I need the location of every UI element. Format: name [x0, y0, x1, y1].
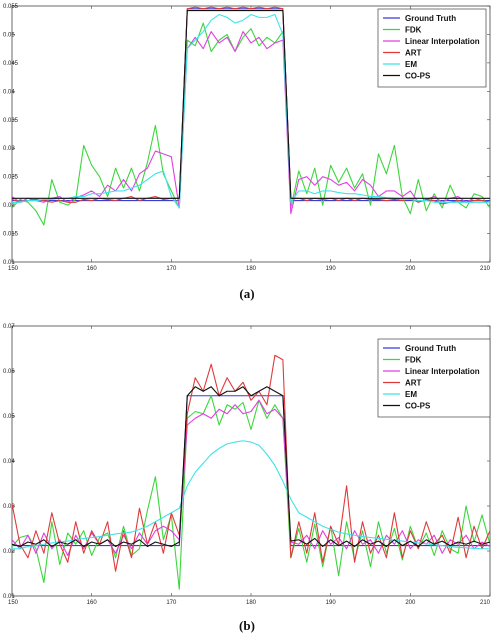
legend: Ground Truth FDK Linear Interpolation ART EM…	[377, 338, 491, 418]
y-tick-label: 0.04	[3, 89, 15, 95]
y-tick-label: 0.04	[3, 459, 15, 465]
x-tick-label: 170	[166, 600, 177, 606]
series-line-fdk	[12, 395, 490, 590]
y-tick-label: 0.01	[3, 260, 15, 266]
panel-caption: (a)	[239, 286, 254, 301]
series-line-linear-interpolation	[12, 31, 490, 215]
y-tick-label: 0.045	[3, 61, 19, 67]
y-tick-label: 0.055	[3, 4, 19, 10]
series-group	[12, 354, 490, 590]
legend-label-co-ps: CO-PS	[405, 72, 431, 81]
x-tick-label: 210	[480, 600, 491, 606]
legend-label-fdk: FDK	[405, 26, 422, 35]
series-line-co-ps	[12, 10, 490, 199]
legend-label-fdk: FDK	[405, 356, 422, 365]
legend-label-em: EM	[405, 60, 417, 69]
series-line-em	[12, 440, 490, 550]
y-tick-label: 0.02	[3, 203, 15, 209]
y-tick-label: 0.06	[3, 369, 15, 375]
x-tick-label: 170	[166, 266, 177, 272]
series-line-linear-interpolation	[12, 399, 490, 557]
legend: Ground Truth FDK Linear Interpolation ART EM…	[377, 8, 487, 88]
legend-label-ground-truth: Ground Truth	[405, 14, 456, 23]
y-tick-label: 0.03	[3, 146, 15, 152]
y-tick-label: 0.01	[3, 594, 15, 600]
panel-caption: (b)	[239, 618, 255, 633]
chart-panel-a: 150 160 170 180 190 200 210 0.01 0.015 0.02 0.025 0…	[3, 4, 491, 301]
x-tick-label: 200	[405, 600, 416, 606]
y-tick-label: 0.03	[3, 504, 15, 510]
legend-label-linear-interpolation: Linear Interpolation	[405, 367, 480, 376]
y-tick-label: 0.015	[3, 232, 19, 238]
y-tick-label: 0.05	[3, 414, 15, 420]
y-tick-label: 0.07	[3, 324, 15, 330]
x-tick-label: 180	[246, 600, 257, 606]
x-tick-label: 210	[480, 266, 491, 272]
x-tick-label: 190	[326, 266, 337, 272]
x-tick-label: 160	[87, 600, 98, 606]
legend-box	[377, 338, 491, 418]
y-tick-label: 0.02	[3, 549, 15, 555]
legend-label-ground-truth: Ground Truth	[405, 344, 456, 353]
legend-label-em: EM	[405, 390, 417, 399]
legend-box	[377, 8, 487, 88]
series-group	[12, 6, 490, 226]
series-line-art	[12, 354, 490, 572]
x-tick-label: 190	[326, 600, 337, 606]
legend-label-art: ART	[405, 379, 422, 388]
y-tick-label: 0.05	[3, 32, 15, 38]
series-line-em	[12, 13, 490, 209]
chart-panel-b: 150 160 170 180 190 200 210 0.01 0.02 0.03 0.04 0.0…	[3, 324, 491, 633]
x-tick-label: 150	[8, 266, 19, 272]
legend-label-co-ps: CO-PS	[405, 402, 431, 411]
y-tick-label: 0.035	[3, 118, 19, 124]
x-tick-label: 160	[87, 266, 98, 272]
x-tick-label: 180	[246, 266, 257, 272]
series-line-co-ps	[12, 386, 490, 548]
legend-label-art: ART	[405, 49, 422, 58]
y-tick-label: 0.025	[3, 175, 19, 181]
legend-label-linear-interpolation: Linear Interpolation	[405, 37, 480, 46]
series-line-fdk	[12, 22, 490, 226]
x-tick-label: 150	[8, 600, 19, 606]
x-tick-label: 200	[405, 266, 416, 272]
